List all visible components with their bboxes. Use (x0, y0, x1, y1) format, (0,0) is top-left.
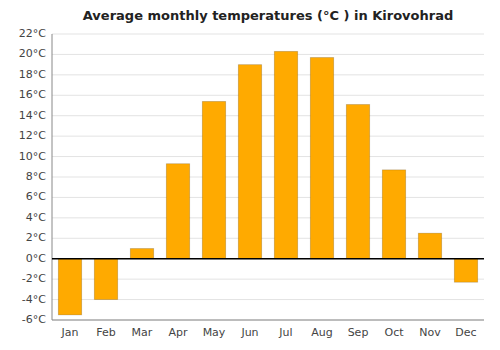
zero-line (52, 258, 484, 260)
grid-line (52, 217, 484, 218)
x-tick-label: Sep (348, 326, 369, 339)
bar (274, 51, 297, 258)
grid-line (52, 156, 484, 157)
y-tick-label: 12°C (19, 129, 46, 142)
y-axis: -6°C -4°C -2°C 0°C 2°C 4°C 6°C 8°C 10°C 12°C 14°C 1… (19, 27, 52, 326)
grid (52, 34, 484, 320)
grid-line (52, 136, 484, 137)
x-axis: Jan Feb Mar Apr May Jun Jul Aug Sep Oct Nov Dec (52, 320, 484, 339)
chart-title: Average monthly temperatures (°C ) in Ki… (83, 8, 453, 23)
x-tick-label: Feb (96, 326, 115, 339)
bar (382, 170, 405, 259)
grid-line (52, 115, 484, 116)
y-tick-label: 4°C (26, 211, 46, 224)
grid-line (52, 74, 484, 75)
y-axis-line (52, 34, 53, 320)
grid-line (52, 177, 484, 178)
x-tick-label: Mar (132, 326, 153, 339)
grid-line (52, 197, 484, 198)
grid-line (52, 34, 484, 35)
y-tick-label: -4°C (22, 293, 46, 306)
bar (94, 259, 117, 300)
y-tick-label: 18°C (19, 68, 46, 81)
grid-line (52, 54, 484, 55)
grid-line (52, 95, 484, 96)
x-tick-label: Oct (384, 326, 404, 339)
bar (130, 249, 153, 259)
bars (58, 51, 477, 315)
grid-line (52, 320, 484, 321)
x-axis-line (52, 320, 484, 321)
x-tick-label: Aug (311, 326, 332, 339)
y-tick-label: 16°C (19, 88, 46, 101)
bar (346, 104, 369, 258)
y-tick-label: 6°C (26, 190, 46, 203)
chart-container: Average monthly temperatures (°C ) in Ki… (0, 0, 500, 350)
chart-svg: Average monthly temperatures (°C ) in Ki… (0, 0, 500, 350)
y-tick-label: 10°C (19, 150, 46, 163)
y-tick-label: 20°C (19, 47, 46, 60)
bar (454, 259, 477, 282)
y-tick-label: -2°C (22, 272, 46, 285)
bar (166, 164, 189, 259)
x-tick-label: Dec (455, 326, 476, 339)
x-tick-label: Jan (61, 326, 79, 339)
bar (58, 259, 81, 315)
x-tick-label: Jun (240, 326, 258, 339)
x-tick-label: May (203, 326, 226, 339)
grid-line (52, 258, 484, 259)
y-tick-label: 2°C (26, 231, 46, 244)
x-tick-label: Apr (168, 326, 188, 339)
bar (238, 65, 261, 259)
x-tick-label: Jul (278, 326, 292, 339)
x-tick-label: Nov (419, 326, 441, 339)
y-tick-label: 22°C (19, 27, 46, 40)
y-tick-label: 14°C (19, 109, 46, 122)
bar (418, 233, 441, 259)
bar (310, 57, 333, 258)
y-tick-label: -6°C (22, 313, 46, 326)
bar (202, 101, 225, 258)
y-tick-label: 8°C (26, 170, 46, 183)
y-tick-label: 0°C (26, 252, 46, 265)
